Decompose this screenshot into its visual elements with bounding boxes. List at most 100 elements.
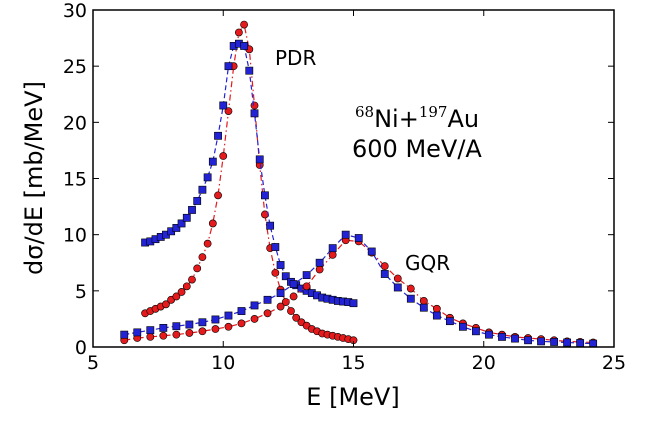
x-tick-label: 20 bbox=[472, 352, 496, 374]
data-point bbox=[193, 197, 202, 205]
data-point bbox=[341, 230, 350, 239]
y-axis-title: dσ/dE [mb/MeV] bbox=[20, 81, 48, 275]
data-point bbox=[245, 66, 254, 75]
data-point bbox=[498, 332, 506, 341]
data-point bbox=[537, 337, 545, 346]
data-point bbox=[211, 315, 220, 324]
x-tick-label: 25 bbox=[602, 352, 626, 374]
data-point bbox=[214, 191, 222, 200]
data-point bbox=[349, 299, 358, 308]
data-point bbox=[261, 191, 269, 200]
data-point bbox=[198, 185, 207, 194]
data-point bbox=[432, 311, 441, 320]
data-point bbox=[250, 109, 259, 118]
data-point bbox=[185, 329, 194, 337]
data-point bbox=[188, 206, 196, 214]
reaction-mass-b: 197 bbox=[419, 103, 448, 121]
x-axis-title: E [MeV] bbox=[306, 383, 399, 411]
pdr-label: PDR bbox=[275, 46, 316, 70]
series-1 bbox=[141, 39, 358, 308]
data-point bbox=[393, 274, 402, 283]
data-point bbox=[287, 307, 295, 315]
data-point bbox=[302, 282, 311, 291]
data-point bbox=[393, 283, 402, 292]
data-point bbox=[224, 322, 233, 331]
data-point bbox=[289, 280, 298, 288]
data-point bbox=[576, 339, 585, 347]
plot-area bbox=[120, 20, 598, 348]
data-point bbox=[406, 284, 415, 293]
data-point bbox=[219, 152, 228, 160]
data-point bbox=[172, 330, 181, 339]
series-2 bbox=[120, 236, 598, 347]
data-point bbox=[172, 322, 181, 331]
reaction-elem-b: Au bbox=[447, 105, 479, 133]
data-point bbox=[203, 239, 212, 248]
data-point bbox=[177, 219, 186, 228]
data-point bbox=[263, 295, 272, 304]
data-point bbox=[445, 317, 454, 326]
svg-text:68Ni+197Au: 68Ni+197Au bbox=[355, 103, 479, 133]
data-point bbox=[271, 243, 280, 251]
data-point bbox=[182, 213, 191, 222]
data-point bbox=[281, 272, 290, 281]
data-point bbox=[276, 289, 285, 297]
data-point bbox=[419, 303, 428, 312]
data-point bbox=[198, 253, 207, 262]
data-point bbox=[419, 297, 428, 305]
data-point bbox=[182, 282, 191, 291]
data-point bbox=[289, 292, 298, 301]
data-point bbox=[172, 224, 181, 232]
data-point bbox=[524, 336, 532, 345]
data-point bbox=[328, 244, 337, 253]
reaction-mass-a: 68 bbox=[355, 103, 374, 121]
data-point bbox=[266, 221, 275, 230]
reaction-elem-a: Ni+ bbox=[374, 105, 419, 133]
data-point bbox=[133, 328, 142, 337]
data-point bbox=[250, 101, 259, 110]
y-tick-label: 20 bbox=[63, 112, 87, 134]
data-point bbox=[214, 131, 222, 140]
data-point bbox=[146, 326, 155, 335]
data-point bbox=[120, 330, 129, 339]
data-point bbox=[146, 332, 155, 341]
data-point bbox=[432, 304, 441, 313]
data-point bbox=[328, 250, 337, 259]
data-point bbox=[193, 264, 202, 273]
data-point bbox=[255, 155, 264, 164]
data-point bbox=[315, 265, 324, 274]
data-point bbox=[380, 270, 389, 278]
data-point bbox=[208, 219, 217, 228]
data-point bbox=[208, 157, 217, 166]
data-point bbox=[177, 288, 186, 296]
data-point bbox=[211, 325, 220, 333]
data-point bbox=[188, 275, 196, 284]
data-point bbox=[315, 258, 324, 267]
data-point bbox=[172, 292, 181, 301]
data-point bbox=[485, 330, 493, 339]
data-point bbox=[162, 300, 170, 309]
y-tick-label: 15 bbox=[63, 169, 87, 191]
data-point bbox=[234, 28, 243, 37]
data-point bbox=[354, 234, 363, 242]
data-point bbox=[271, 268, 280, 277]
data-point bbox=[203, 173, 212, 182]
energy-label: 600 MeV/A bbox=[352, 135, 482, 163]
series-line bbox=[124, 239, 594, 344]
y-tick-label: 25 bbox=[63, 56, 87, 78]
y-tick-label: 10 bbox=[63, 225, 87, 247]
data-point bbox=[276, 302, 285, 311]
data-point bbox=[219, 101, 228, 110]
data-point bbox=[472, 327, 480, 336]
series-3 bbox=[120, 230, 598, 348]
data-point bbox=[367, 247, 376, 256]
data-point bbox=[563, 338, 572, 347]
data-point bbox=[237, 319, 246, 328]
data-point bbox=[276, 261, 285, 269]
gqr-label: GQR bbox=[405, 251, 450, 275]
y-tick-label: 30 bbox=[63, 0, 87, 22]
data-point bbox=[224, 62, 233, 71]
data-point bbox=[550, 338, 558, 346]
data-point bbox=[185, 320, 194, 329]
